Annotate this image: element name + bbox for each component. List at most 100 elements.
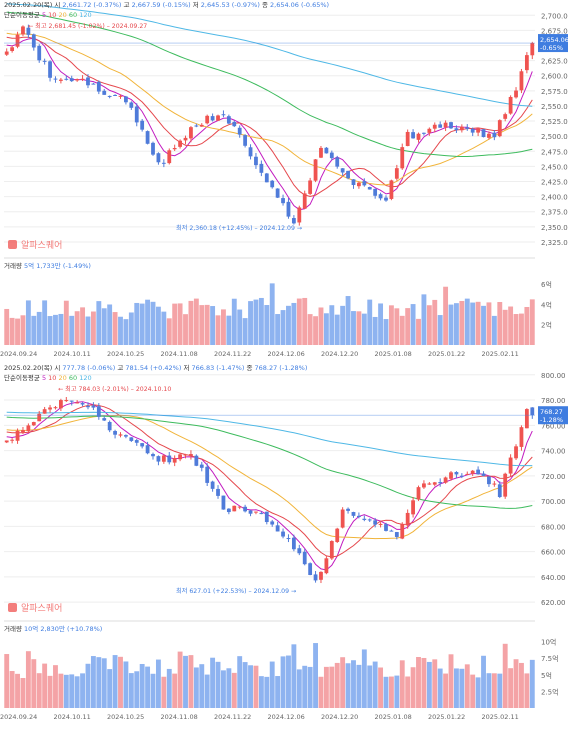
volume-bar (470, 674, 476, 708)
x-tick-label: 2024.10.11 (54, 713, 91, 721)
candle-body (26, 27, 31, 35)
x-tick-label: 2025.01.08 (375, 713, 412, 721)
last-price-change: -0.65% (540, 44, 563, 52)
y-tick-label: 680.00 (541, 523, 566, 531)
volume-bar (416, 656, 421, 708)
candle-body (75, 402, 80, 404)
ohlc-label: 저 (193, 0, 201, 9)
candle-body (145, 131, 150, 144)
candle-body (384, 197, 388, 201)
candle-body (329, 152, 334, 159)
candle-body (129, 437, 134, 441)
candle (519, 425, 524, 451)
candle-body (26, 425, 31, 432)
candle (524, 408, 529, 429)
volume-bar (150, 301, 156, 345)
volume-bar (42, 663, 48, 708)
ohlc-value: 766.83 (-1.47%) (191, 364, 246, 372)
x-tick-label: 2024.10.11 (54, 350, 91, 358)
volume-bar (275, 314, 281, 345)
volume-bar (351, 660, 356, 708)
candle (530, 407, 535, 419)
candle (454, 471, 459, 479)
volume-bar (9, 317, 15, 345)
y-tick-label: 2,675.00 (541, 27, 568, 35)
candle-body (497, 120, 502, 137)
volume-bar (25, 651, 31, 708)
candle-body (459, 475, 464, 477)
candle-body (438, 124, 443, 128)
candle-body (172, 148, 177, 150)
volume-bar (155, 659, 161, 708)
volume-bar (399, 660, 405, 708)
volume-bar (139, 303, 145, 345)
candle (183, 453, 188, 459)
candle-body (221, 495, 226, 510)
volume-bar (177, 303, 183, 345)
volume-bar (334, 314, 340, 345)
volume-bar (481, 655, 486, 708)
candle-body (297, 207, 302, 223)
volume-bar (199, 305, 205, 345)
candle (514, 87, 518, 99)
candle (264, 172, 269, 183)
volume-bar (329, 305, 335, 345)
candle-body (102, 90, 107, 95)
candle-body (42, 60, 47, 62)
ohlc-label: 고 (117, 364, 125, 372)
candle (411, 129, 415, 139)
volume-bar (280, 656, 286, 708)
y-tick-label: 2,400.00 (541, 194, 568, 202)
ma5-line (6, 37, 533, 211)
volume-bar (383, 676, 389, 708)
y-tick-label: 740.00 (541, 448, 566, 456)
candle (205, 463, 210, 487)
volume-bar (36, 673, 42, 708)
candle-body (69, 400, 74, 402)
candle-body (237, 506, 242, 508)
candle-body (107, 95, 112, 97)
volume-bar (53, 314, 58, 345)
volume-bar (307, 666, 313, 708)
candle-body (4, 440, 9, 443)
volume-bar (215, 315, 221, 345)
volume-bar (372, 316, 378, 345)
y-tick-label: 2,450.00 (541, 163, 568, 171)
candle (389, 529, 394, 532)
ohlc-label: 시 (54, 1, 62, 9)
candle (378, 522, 383, 528)
candle (465, 471, 470, 476)
candle-body (394, 532, 399, 537)
volume-bar (361, 649, 367, 708)
candle-body (319, 571, 323, 580)
candle-body (432, 124, 437, 129)
candle (113, 429, 117, 439)
candle (351, 511, 356, 518)
candle (432, 122, 437, 133)
candle (357, 512, 361, 519)
candle-body (107, 421, 112, 431)
candle-body (183, 137, 188, 141)
ohlc-header: 2025.02.20(목) 시 2,661.72 (-0.37%) 고 2,66… (4, 0, 329, 9)
candle-body (53, 407, 58, 409)
candle (324, 147, 329, 154)
candle (378, 192, 383, 201)
last-price-change: -1.28% (540, 416, 563, 424)
last-price-value: 768.27 (540, 408, 563, 416)
candle (210, 113, 215, 122)
candle (405, 509, 410, 529)
candle-body (346, 170, 350, 179)
candle (91, 402, 96, 411)
candle (58, 398, 63, 412)
volume-bar (432, 299, 438, 345)
candle-body (519, 71, 524, 91)
candle (118, 432, 123, 438)
candle-body (183, 454, 188, 456)
candle (69, 75, 74, 83)
volume-bar (166, 668, 172, 708)
candle (145, 441, 150, 455)
candle (492, 481, 497, 487)
volume-bar (258, 676, 264, 708)
candle-body (254, 156, 258, 166)
